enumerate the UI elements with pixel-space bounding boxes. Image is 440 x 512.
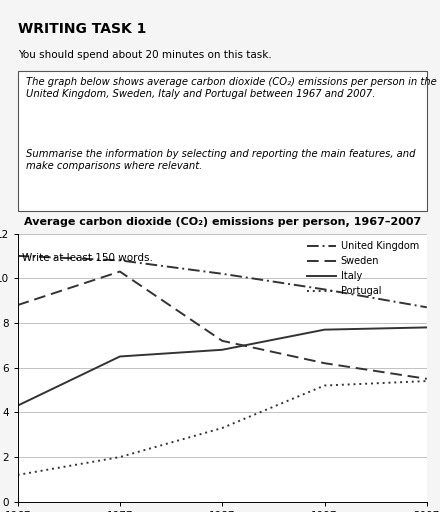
Text: The graph below shows average carbon dioxide (CO₂) emissions per person in the U: The graph below shows average carbon dio… — [26, 77, 436, 99]
Text: Write at least 150 words.: Write at least 150 words. — [22, 252, 153, 263]
Text: WRITING TASK 1: WRITING TASK 1 — [18, 22, 146, 35]
Legend: United Kingdom, Sweden, Italy, Portugal: United Kingdom, Sweden, Italy, Portugal — [304, 239, 422, 299]
Text: Summarise the information by selecting and reporting the main features, and make: Summarise the information by selecting a… — [26, 150, 415, 171]
Title: Average carbon dioxide (CO₂) emissions per person, 1967–2007: Average carbon dioxide (CO₂) emissions p… — [24, 217, 421, 227]
Text: You should spend about 20 minutes on this task.: You should spend about 20 minutes on thi… — [18, 51, 271, 60]
FancyBboxPatch shape — [18, 71, 427, 211]
